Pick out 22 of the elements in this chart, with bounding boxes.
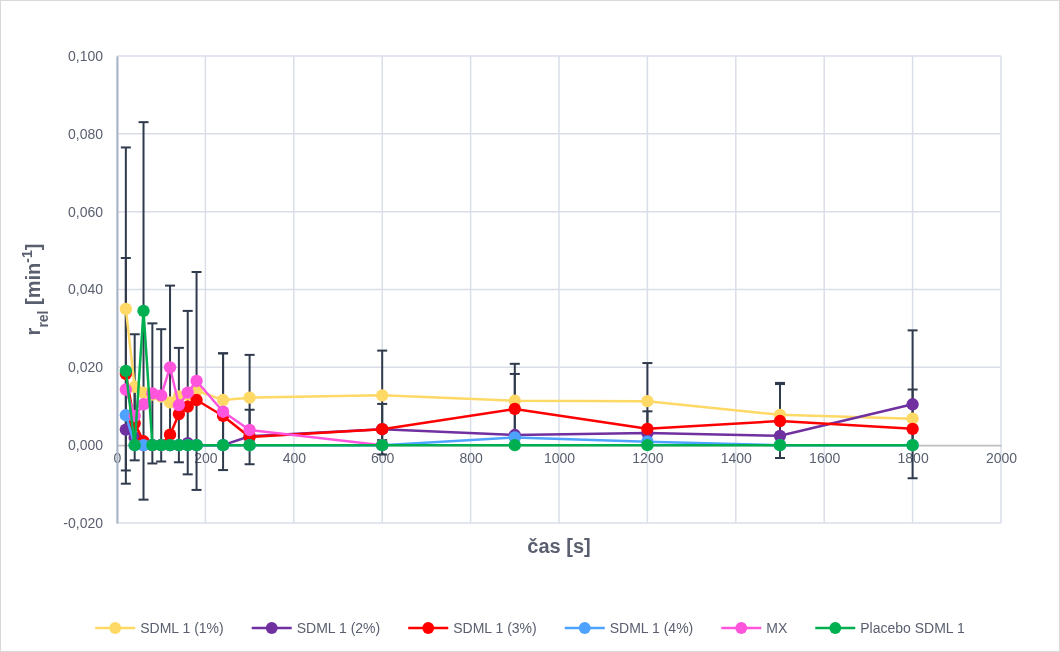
- y-tick-label: 0,000: [67, 437, 104, 454]
- legend-label: SDML 1 (4%): [609, 619, 694, 636]
- x-tick-label: 400: [282, 450, 307, 467]
- legend-label: SDML 1 (3%): [453, 619, 537, 636]
- y-tick-label: 0,020: [67, 359, 104, 376]
- x-tick-label: 600: [371, 450, 395, 467]
- x-tick-label: 1000: [543, 450, 576, 467]
- x-tick-label: 1200: [632, 450, 664, 467]
- y-tick-label: -0,020: [63, 514, 104, 531]
- legend-label: SDML 1 (2%): [296, 619, 381, 636]
- y-tick-label: 0,100: [67, 47, 104, 64]
- legend-label: SDML 1 (1%): [140, 619, 224, 636]
- x-tick-label: 1400: [720, 450, 753, 467]
- x-tick-label: 1600: [809, 450, 841, 467]
- y-tick-label: 0,060: [67, 203, 104, 220]
- x-axis-title: čas [s]: [527, 535, 591, 557]
- legend-label: Placebo SDML 1: [860, 619, 966, 636]
- x-tick-label: 2000: [985, 450, 1018, 467]
- x-tick-label: 800: [459, 450, 483, 467]
- y-tick-label: 0,040: [67, 281, 104, 298]
- y-tick-label: 0,080: [67, 125, 104, 142]
- legend-label: MX: [766, 619, 788, 636]
